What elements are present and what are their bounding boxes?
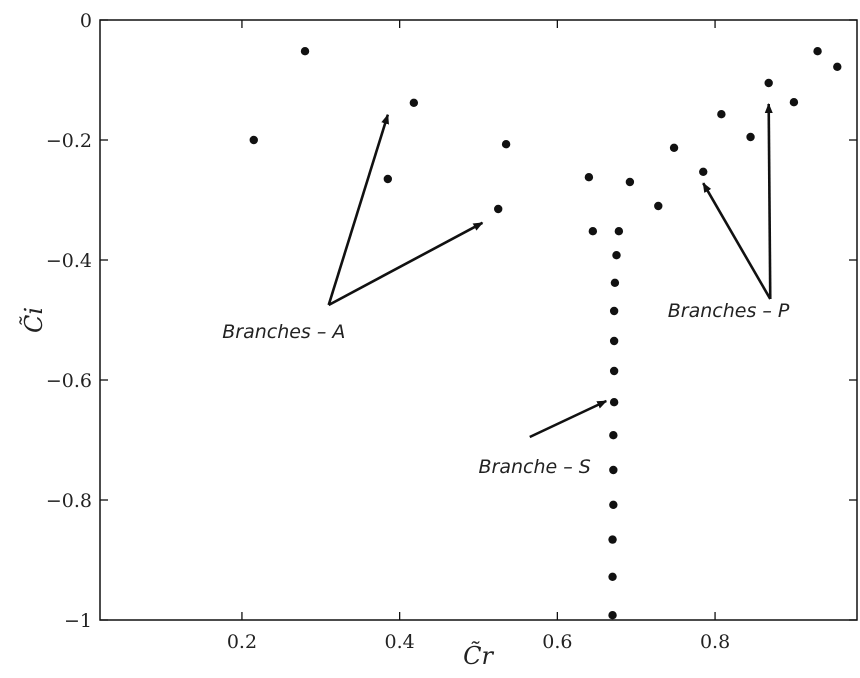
- data-point: [501, 140, 511, 149]
- data-point: [300, 47, 310, 56]
- data-point: [494, 204, 503, 214]
- data-point: [409, 98, 419, 108]
- annotation-arrow: [328, 221, 484, 307]
- plot-frame: [99, 19, 858, 621]
- x-tick-label: 0.8: [700, 631, 730, 653]
- y-axis-label: C̃i: [20, 307, 48, 333]
- annotation-labels: Branches – A Branches – P Branche – S: [222, 300, 790, 478]
- x-axis-label: C̃r: [463, 642, 494, 670]
- data-point: [612, 251, 621, 260]
- y-tick-label: −0.4: [46, 250, 92, 272]
- annotation-arrow: [702, 182, 772, 300]
- data-point: [669, 143, 679, 152]
- data-point: [609, 431, 618, 440]
- y-tick-label: 0: [80, 10, 92, 32]
- data-point: [654, 201, 663, 211]
- data-point: [608, 572, 617, 581]
- data-point: [610, 278, 620, 287]
- data-point: [609, 500, 618, 509]
- data-point: [249, 135, 258, 145]
- data-point: [383, 174, 393, 184]
- data-point: [609, 465, 618, 475]
- data-point: [609, 336, 619, 346]
- x-tick-label: 0.2: [227, 631, 257, 653]
- annotation-label: Branches – A: [222, 321, 345, 343]
- data-point: [833, 62, 842, 71]
- data-point: [609, 366, 619, 376]
- data-point: [789, 98, 799, 107]
- y-tick-label: −0.8: [46, 490, 92, 512]
- x-tick-label: 0.6: [542, 631, 572, 653]
- data-points: [249, 47, 842, 620]
- x-tick-label: 0.4: [385, 631, 415, 653]
- annotation-arrow: [764, 103, 773, 300]
- axis-tick-labels: 0.2 0.4 0.6 0.8 0 −0.2 −0.4 −0.6 −0.8 −1: [46, 10, 730, 653]
- data-point: [608, 611, 617, 620]
- annotation-label: Branches – P: [668, 300, 790, 322]
- data-point: [609, 306, 619, 316]
- y-tick-label: −0.2: [46, 130, 92, 152]
- data-point: [746, 132, 755, 142]
- annotation-arrow: [327, 113, 390, 306]
- data-point: [699, 167, 708, 176]
- data-point: [764, 78, 773, 88]
- data-point: [584, 173, 594, 182]
- axis-ticks: [100, 19, 857, 621]
- data-point: [614, 227, 624, 236]
- annotation-arrow: [529, 399, 608, 439]
- annotation-label: Branche – S: [479, 456, 591, 478]
- y-tick-label: −1: [64, 610, 92, 632]
- data-point: [609, 398, 619, 407]
- data-point: [717, 110, 726, 119]
- data-point: [813, 47, 822, 56]
- y-tick-label: −0.6: [46, 370, 92, 392]
- data-point: [608, 535, 617, 544]
- annotation-arrows: [327, 103, 773, 439]
- data-point: [625, 177, 635, 187]
- data-point: [588, 227, 598, 236]
